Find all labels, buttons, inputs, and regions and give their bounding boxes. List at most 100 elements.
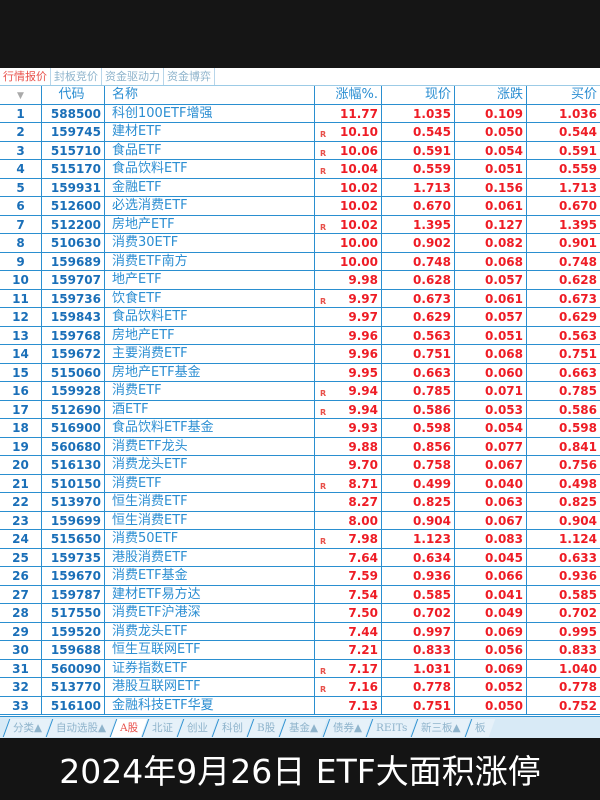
cell-buy: 1.713 <box>559 180 597 195</box>
table-row[interactable]: 23 159699 恒生消费ETF 8.00 0.904 0.067 0.904 <box>0 511 600 530</box>
market-tab-1[interactable]: 自动选股▲ <box>45 718 116 737</box>
cell-price: 0.563 <box>382 326 455 344</box>
table-row[interactable]: 20 516130 消费龙头ETF 9.70 0.758 0.067 0.756 <box>0 456 600 475</box>
cell-buy: 0.498 <box>559 476 597 491</box>
cell-change: 0.083 <box>455 530 527 548</box>
cell-pct: 9.94 <box>315 400 382 418</box>
cell-no: 23 <box>0 511 42 529</box>
cell-change: 0.082 <box>455 234 527 252</box>
cell-price: 0.634 <box>382 548 455 566</box>
market-tab-4[interactable]: 创业 <box>176 718 218 737</box>
table-row[interactable]: 1 588500 科创100ETF增强 11.77 1.035 0.109 1.036 <box>0 104 600 123</box>
cell-price: 0.673 <box>382 289 455 307</box>
header-name[interactable]: 名称 <box>105 86 315 104</box>
market-tab-label: 分类▲ <box>13 721 43 734</box>
cell-price: 0.499 <box>382 474 455 492</box>
cell-change: 0.068 <box>455 345 527 363</box>
cell-code: 159670 <box>42 567 105 585</box>
top-tab-1[interactable]: 封板竞价 <box>51 68 102 85</box>
cell-no: 5 <box>0 178 42 196</box>
market-tab-3[interactable]: 北证 <box>141 718 183 737</box>
cell-name: 饮食ETF <box>105 289 315 307</box>
top-tab-2[interactable]: 资金驱动力 <box>102 68 164 85</box>
cell-change: 0.040 <box>455 474 527 492</box>
cell-change: 0.045 <box>455 548 527 566</box>
table-row[interactable]: 10 159707 地产ETF 9.98 0.628 0.057 0.628 <box>0 271 600 290</box>
table-row[interactable]: 18 516900 食品饮料ETF基金 9.93 0.598 0.054 0.598 <box>0 419 600 438</box>
table-row[interactable]: 8 510630 消费30ETF 10.00 0.902 0.082 0.901 <box>0 234 600 253</box>
table-row[interactable]: 24 515650 消费50ETF 7.98 1.123 0.083 1.124 R <box>0 530 600 549</box>
cell-code: 159520 <box>42 622 105 640</box>
r-flag: R <box>320 222 327 232</box>
header-change[interactable]: 涨跌 <box>455 86 527 104</box>
header-buy[interactable]: 买价 <box>570 87 597 102</box>
table-row[interactable]: 17 512690 酒ETF 9.94 0.586 0.053 0.586 R <box>0 400 600 419</box>
cell-pct: 7.13 <box>315 696 382 714</box>
table-row[interactable]: 29 159520 消费龙头ETF 7.44 0.997 0.069 0.995 <box>0 622 600 641</box>
header-pct[interactable]: 涨幅%. <box>315 86 382 104</box>
table-row[interactable]: 26 159670 消费ETF基金 7.59 0.936 0.066 0.936 <box>0 567 600 586</box>
market-tab-10[interactable]: 新三板▲ <box>410 718 470 737</box>
table-row[interactable]: 12 159843 食品饮料ETF 9.97 0.629 0.057 0.629 <box>0 308 600 327</box>
cell-pct: 9.70 <box>315 456 382 474</box>
table-row[interactable]: 13 159768 房地产ETF 9.96 0.563 0.051 0.563 <box>0 326 600 345</box>
cell-change: 0.066 <box>455 567 527 585</box>
market-tab-0[interactable]: 分类▲ <box>2 718 52 737</box>
top-tab-3[interactable]: 资金博弈 <box>164 68 215 85</box>
table-row[interactable]: 28 517550 消费ETF沪港深 7.50 0.702 0.049 0.702 <box>0 604 600 623</box>
table-row[interactable]: 5 159931 金融ETF 10.02 1.713 0.156 1.713 <box>0 178 600 197</box>
cell-price: 1.035 <box>382 104 455 122</box>
table-row[interactable]: 30 159688 恒生互联网ETF 7.21 0.833 0.056 0.833 <box>0 641 600 660</box>
cell-price: 0.748 <box>382 252 455 270</box>
cell-change: 0.041 <box>455 585 527 603</box>
cell-no: 21 <box>0 474 42 492</box>
table-row[interactable]: 4 515170 食品饮料ETF 10.04 0.559 0.051 0.559 R <box>0 160 600 179</box>
cell-change: 0.051 <box>455 160 527 178</box>
table-row[interactable]: 22 513970 恒生消费ETF 8.27 0.825 0.063 0.825 <box>0 493 600 512</box>
table-row[interactable]: 2 159745 建材ETF 10.10 0.545 0.050 0.544 R <box>0 123 600 142</box>
table-row[interactable]: 25 159735 港股消费ETF 7.64 0.634 0.045 0.633 <box>0 548 600 567</box>
cell-pct: 9.95 <box>315 363 382 381</box>
cell-code: 159787 <box>42 585 105 603</box>
table-row[interactable]: 19 560680 消费ETF龙头 9.88 0.856 0.077 0.841 <box>0 437 600 456</box>
sort-icon[interactable]: ▼ <box>0 86 42 104</box>
header-price[interactable]: 现价 <box>382 86 455 104</box>
table-row[interactable]: 11 159736 饮食ETF 9.97 0.673 0.061 0.673 R <box>0 289 600 308</box>
market-tab-9[interactable]: REITs <box>365 718 417 737</box>
table-row[interactable]: 16 159928 消费ETF 9.94 0.785 0.071 0.785 R <box>0 382 600 401</box>
cell-pct: 9.88 <box>315 437 382 455</box>
cell-price: 0.586 <box>382 400 455 418</box>
cell-price: 0.997 <box>382 622 455 640</box>
table-row[interactable]: 6 512600 必选消费ETF 10.02 0.670 0.061 0.670 <box>0 197 600 216</box>
top-tab-0[interactable]: 行情报价 <box>0 68 51 85</box>
cell-name: 房地产ETF <box>105 215 315 233</box>
table-row[interactable]: 21 510150 消费ETF 8.71 0.499 0.040 0.498 R <box>0 474 600 493</box>
table-row[interactable]: 3 515710 食品ETF 10.06 0.591 0.054 0.591 R <box>0 141 600 160</box>
cell-pct: 11.77 <box>315 104 382 122</box>
cell-no: 1 <box>0 104 42 122</box>
cell-buy: 0.901 <box>559 236 597 250</box>
table-row[interactable]: 9 159689 消费ETF南方 10.00 0.748 0.068 0.748 <box>0 252 600 271</box>
header-code[interactable]: 代码 <box>42 86 105 104</box>
table-row[interactable]: 14 159672 主要消费ETF 9.96 0.751 0.068 0.751 <box>0 345 600 364</box>
table-row[interactable]: 7 512200 房地产ETF 10.02 1.395 0.127 1.395 R <box>0 215 600 234</box>
market-tab-bar: 分类▲ 自动选股▲ A股 北证 创业 科创 B股 基金▲ 债券▲ REITs 新三板▲ 板 <box>0 716 600 738</box>
market-tab-5[interactable]: 科创 <box>211 718 253 737</box>
r-flag: R <box>320 148 327 158</box>
market-tab-label: 创业 <box>187 721 209 734</box>
cell-change: 0.057 <box>455 271 527 289</box>
table-row[interactable]: 32 513770 港股互联网ETF 7.16 0.778 0.052 0.778 R <box>0 678 600 697</box>
market-tab-label: B股 <box>257 721 276 734</box>
r-flag: R <box>320 666 327 676</box>
table-row[interactable]: 33 516100 金融科技ETF华夏 7.13 0.751 0.050 0.752 <box>0 696 600 715</box>
market-tab-7[interactable]: 基金▲ <box>279 718 328 737</box>
market-tab-8[interactable]: 债券▲ <box>322 718 371 737</box>
table-row[interactable]: 15 515060 房地产ETF基金 9.95 0.663 0.060 0.663 <box>0 363 600 382</box>
cell-pct: 10.00 <box>315 234 382 252</box>
cell-name: 恒生消费ETF <box>105 511 315 529</box>
cell-change: 0.069 <box>455 622 527 640</box>
r-flag: R <box>320 130 327 139</box>
table-row[interactable]: 31 560090 证券指数ETF 7.17 1.031 0.069 1.040 R <box>0 659 600 678</box>
cell-price: 0.585 <box>382 585 455 603</box>
table-row[interactable]: 27 159787 建材ETF易方达 7.54 0.585 0.041 0.585 <box>0 585 600 604</box>
